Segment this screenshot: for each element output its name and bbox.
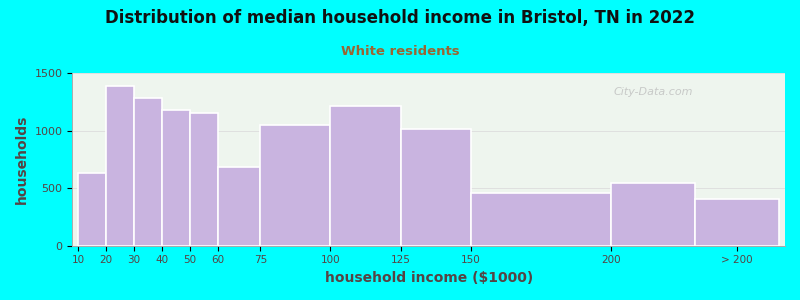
Bar <box>78 173 106 246</box>
Y-axis label: households: households <box>15 115 29 204</box>
Bar <box>218 167 260 246</box>
Bar <box>162 110 190 246</box>
Bar <box>106 86 134 246</box>
Bar <box>260 125 330 246</box>
Bar <box>401 129 470 246</box>
Text: Distribution of median household income in Bristol, TN in 2022: Distribution of median household income … <box>105 9 695 27</box>
X-axis label: household income ($1000): household income ($1000) <box>325 271 533 285</box>
Bar <box>190 113 218 246</box>
Text: City-Data.com: City-Data.com <box>614 87 694 97</box>
Bar <box>330 106 401 246</box>
Bar <box>695 199 779 246</box>
Bar <box>611 183 695 246</box>
Bar <box>134 98 162 246</box>
Text: White residents: White residents <box>341 45 459 58</box>
Bar <box>470 193 611 246</box>
